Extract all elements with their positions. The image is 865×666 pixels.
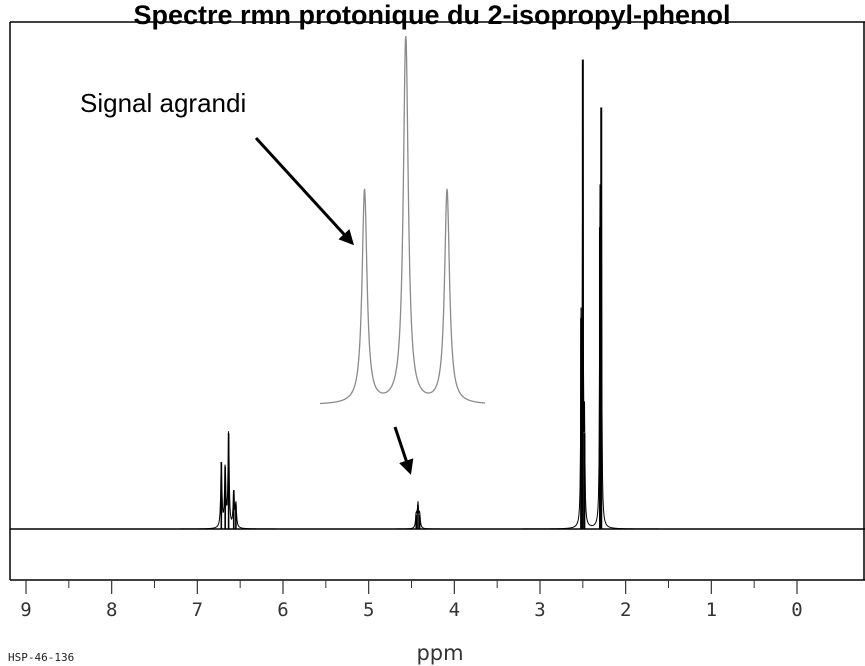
annotation-arrow	[254, 136, 355, 246]
x-tick-label: 1	[706, 599, 717, 621]
x-tick-label: 6	[277, 599, 288, 621]
x-axis-title: ppm	[416, 641, 463, 665]
chart-title: Spectre rmn protonique du 2-isopropyl-ph…	[133, 0, 730, 30]
x-tick-label: 9	[20, 599, 31, 621]
inset-annotation-label: Signal agrandi	[80, 88, 246, 118]
x-tick-label: 4	[449, 599, 460, 621]
x-axis-tick-labels: 9 8 7 6 5 4 3 2 1 0	[20, 599, 802, 621]
spectrum-code: HSP-46-136	[8, 651, 74, 664]
x-axis-ticks	[25, 580, 798, 594]
x-tick-label: 3	[534, 599, 545, 621]
x-tick-label: 5	[363, 599, 374, 621]
x-tick-label: 7	[192, 599, 203, 621]
spectrum-peaks	[220, 59, 603, 529]
x-tick-label: 8	[106, 599, 117, 621]
spectrum-line	[10, 103, 865, 530]
inset-source-arrow	[393, 426, 414, 475]
x-tick-label: 2	[620, 599, 631, 621]
x-tick-label: 0	[791, 599, 802, 621]
inset-spectrum-line	[319, 35, 486, 405]
